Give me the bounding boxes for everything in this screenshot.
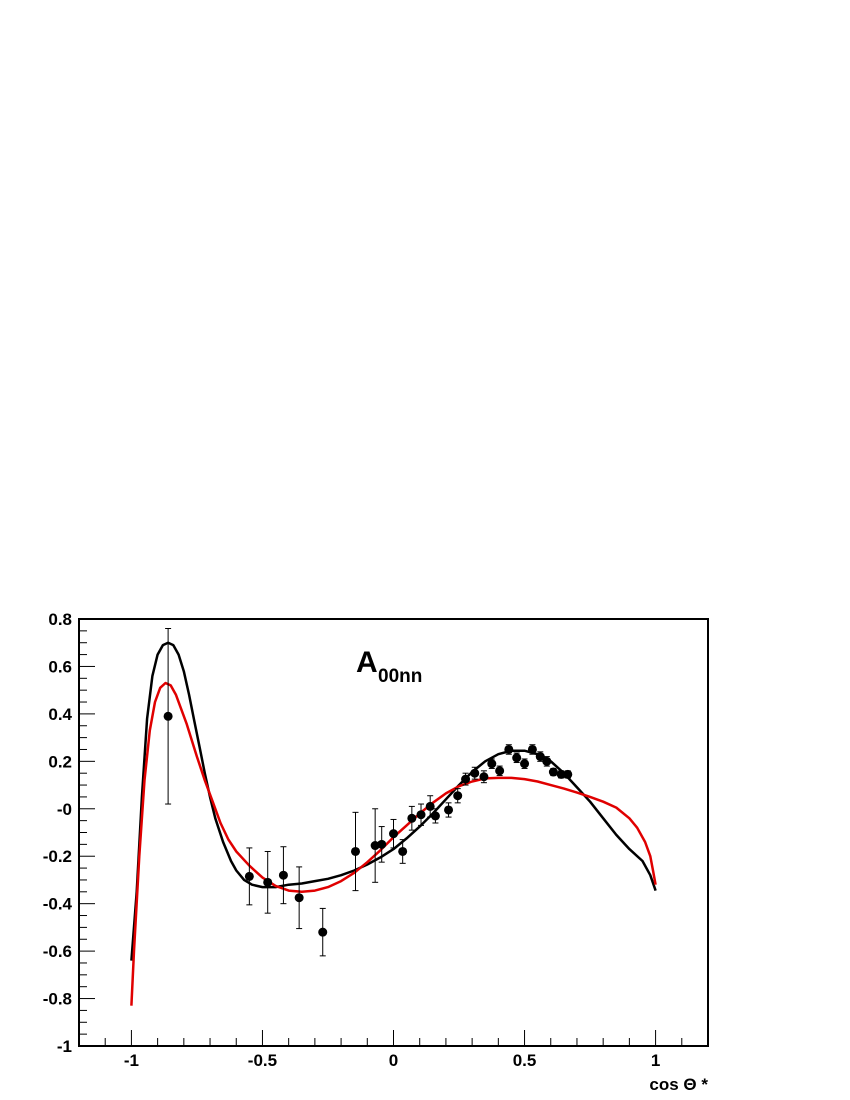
data-point: [416, 810, 426, 820]
data-point: [504, 744, 514, 754]
x-tick-label: -1: [124, 1051, 139, 1070]
y-tick-label: -0.2: [43, 847, 72, 866]
data-point: [407, 813, 417, 823]
data-point: [350, 846, 360, 856]
data-point: [398, 846, 408, 856]
data-point: [535, 752, 545, 762]
data-point: [512, 753, 522, 763]
y-tick-label: 0.8: [48, 610, 72, 629]
y-tick-label: 0.2: [48, 752, 72, 771]
y-tick-label: -0.8: [43, 990, 72, 1009]
data-point: [470, 768, 480, 778]
data-point: [556, 769, 566, 779]
series-line-1: [130, 641, 657, 961]
data-point: [425, 801, 435, 811]
data-point: [495, 766, 505, 776]
data-point: [389, 829, 398, 839]
y-tick-label: -0.6: [43, 942, 72, 961]
data-point: [563, 769, 573, 779]
data-points: [163, 627, 573, 957]
curves: [130, 641, 657, 1006]
data-point: [479, 772, 489, 782]
data-point: [520, 759, 530, 769]
data-point: [487, 759, 497, 769]
data-point: [318, 927, 328, 937]
data-point: [453, 791, 463, 801]
series-line-2: [130, 681, 657, 1006]
x-tick-label: 1: [651, 1051, 660, 1070]
y-tick-label: -1: [57, 1037, 72, 1056]
data-point: [527, 744, 537, 754]
data-point: [163, 711, 173, 721]
data-point: [263, 877, 273, 887]
x-tick-label: 0.5: [513, 1051, 537, 1070]
data-point: [430, 811, 440, 821]
data-point: [548, 767, 558, 777]
y-tick-label: 0.4: [48, 705, 72, 724]
axes: -1 -0.5 0 0.5 1 -1 -0.8 -0.6 -0.4 -0.2 -0 0.2 0.4 0.6…: [43, 610, 709, 1070]
x-axis-label: cos Θ *: [649, 1075, 708, 1094]
data-point: [244, 871, 254, 881]
chart-annotation-main: A: [356, 646, 378, 679]
chart-annotation-subscript: 00nn: [378, 666, 422, 687]
data-point: [542, 756, 552, 766]
data-point: [377, 839, 387, 849]
x-tick-label: 0: [389, 1051, 398, 1070]
x-tick-label: -0.5: [248, 1051, 277, 1070]
y-tick-label: -0.4: [43, 895, 73, 914]
y-tick-label: 0.6: [48, 657, 72, 676]
data-point: [461, 774, 471, 784]
y-tick-label: -0: [57, 800, 72, 819]
data-point: [444, 805, 454, 815]
data-point: [294, 893, 304, 903]
data-point: [278, 870, 288, 880]
